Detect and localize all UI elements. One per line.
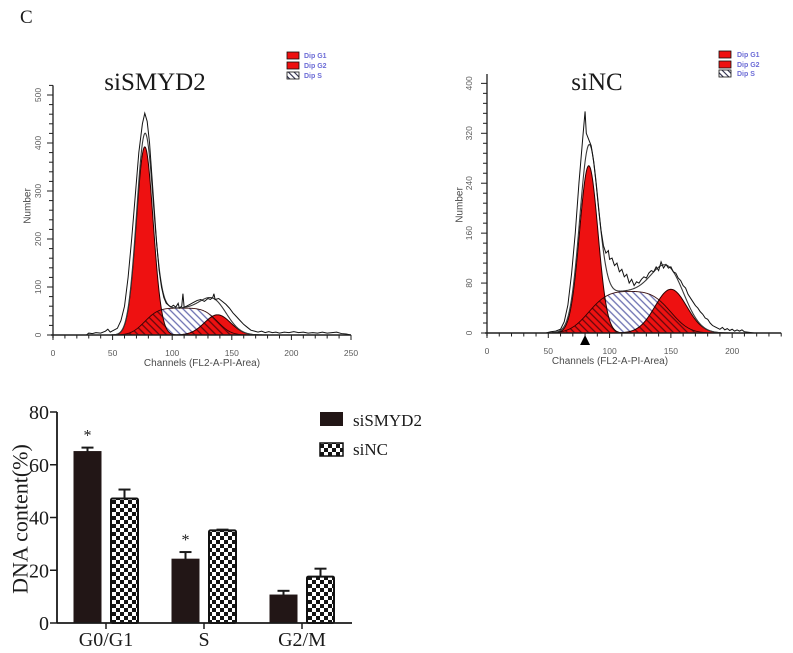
bar-sinc-g0-g1[interactable] [110,497,139,625]
x-tick-label: 200 [284,348,298,358]
x-axis-label: Channels (FL2-A-PI-Area) [552,356,668,367]
y-tick-label: 60 [29,455,49,477]
y-axis-label: DNA content(%) [8,444,33,594]
bar-sismyd2-g2-m[interactable] [269,594,298,624]
fitted-model-line [111,132,270,336]
legend-label-dip-s: Dip S [304,73,322,80]
bar-chart-dna-content: * G0/G1 * S G2/M 0 20 40 60 80 DNA content(%) siS… [8,402,422,651]
legend-swatch-dip-s [718,69,732,78]
legend-label-sinc: siNC [353,440,388,459]
legend-swatch-dip-g2 [718,60,732,69]
x-tick-label: 150 [225,348,239,358]
y-tick-label: 0 [39,613,49,635]
legend-swatch-dip-g2 [286,61,300,70]
y-axis-label: Number [455,187,466,223]
x-tick-label: 50 [108,348,118,358]
y-tick-label: 400 [464,76,474,90]
y-tick-label: 40 [29,508,49,530]
x-tick-label: 50 [544,346,554,356]
category-label: G0/G1 [79,629,133,651]
legend-label-dip-s: Dip S [737,71,755,78]
x-tick-label: 100 [165,348,179,358]
y-tick-label: 500 [33,88,43,102]
bar-sismyd2-g0-g1[interactable] [73,451,102,624]
y-tick-label: 100 [33,280,43,294]
y-tick-label: 80 [464,278,474,288]
significance-marker: * [182,532,190,549]
x-tick-label: 0 [485,346,490,356]
legend-swatch-sismyd2 [320,412,343,426]
y-tick-label: 0 [33,332,43,337]
dip-g1-area [110,146,179,336]
legend-swatch-dip-g1 [286,51,300,60]
category-label: G2/M [278,629,326,651]
histogram-title: siSMYD2 [104,69,205,96]
x-tick-label: 150 [664,346,678,356]
x-tick-label: 0 [51,348,56,358]
plot-area: * G0/G1 * S G2/M 0 20 40 60 80 [29,402,352,651]
y-tick-label: 400 [33,136,43,150]
y-tick-label: 0 [464,330,474,335]
legend-label-dip-g2: Dip G2 [304,63,327,70]
flow-histogram-sinc: 0 50 100 150 200 0 80 160 240 320 400 siNC Channel… [455,50,782,367]
histogram-title: siNC [571,69,622,96]
y-tick-label: 80 [29,402,49,424]
plot-area: 0 50 100 150 200 250 0 100 200 300 400 500 [33,84,358,358]
y-tick-label: 20 [29,560,49,582]
x-axis-label: Channels (FL2-A-PI-Area) [144,358,260,369]
legend-swatch-dip-g1 [718,50,732,59]
dip-s-area [544,290,716,334]
panel-label: C [20,7,33,28]
legend-label-dip-g1: Dip G1 [737,52,760,59]
legend: Dip G1 Dip G2 Dip S [718,50,760,78]
histogram-line [86,111,352,336]
bar-sinc-s[interactable] [208,529,237,625]
x-tick-label: 250 [344,348,358,358]
y-tick-label: 300 [33,184,43,198]
y-tick-label: 160 [464,226,474,240]
y-tick-label: 320 [464,126,474,140]
y-axis-label: Number [23,188,34,224]
legend: siSMYD2 siNC [319,411,422,459]
significance-marker: * [84,428,92,445]
legend-label-sismyd2: siSMYD2 [353,411,422,430]
y-tick-label: 200 [33,232,43,246]
legend-label-dip-g2: Dip G2 [737,62,760,69]
x-tick-label: 100 [602,346,616,356]
legend-swatch-dip-s [286,71,300,80]
y-tick-label: 240 [464,176,474,190]
bar-sinc-g2-m[interactable] [306,575,335,625]
legend: Dip G1 Dip G2 Dip S [286,51,327,80]
x-tick-label: 200 [725,346,739,356]
bar-sismyd2-s[interactable] [171,558,200,624]
legend-swatch-sinc [319,442,344,457]
legend-label-dip-g1: Dip G1 [304,53,327,60]
gate-marker-triangle[interactable] [580,335,591,345]
fitted-model-line [551,143,735,334]
category-label: S [198,629,209,651]
plot-area: 0 50 100 150 200 0 80 160 240 320 400 [464,74,782,356]
histogram-line [545,111,755,334]
